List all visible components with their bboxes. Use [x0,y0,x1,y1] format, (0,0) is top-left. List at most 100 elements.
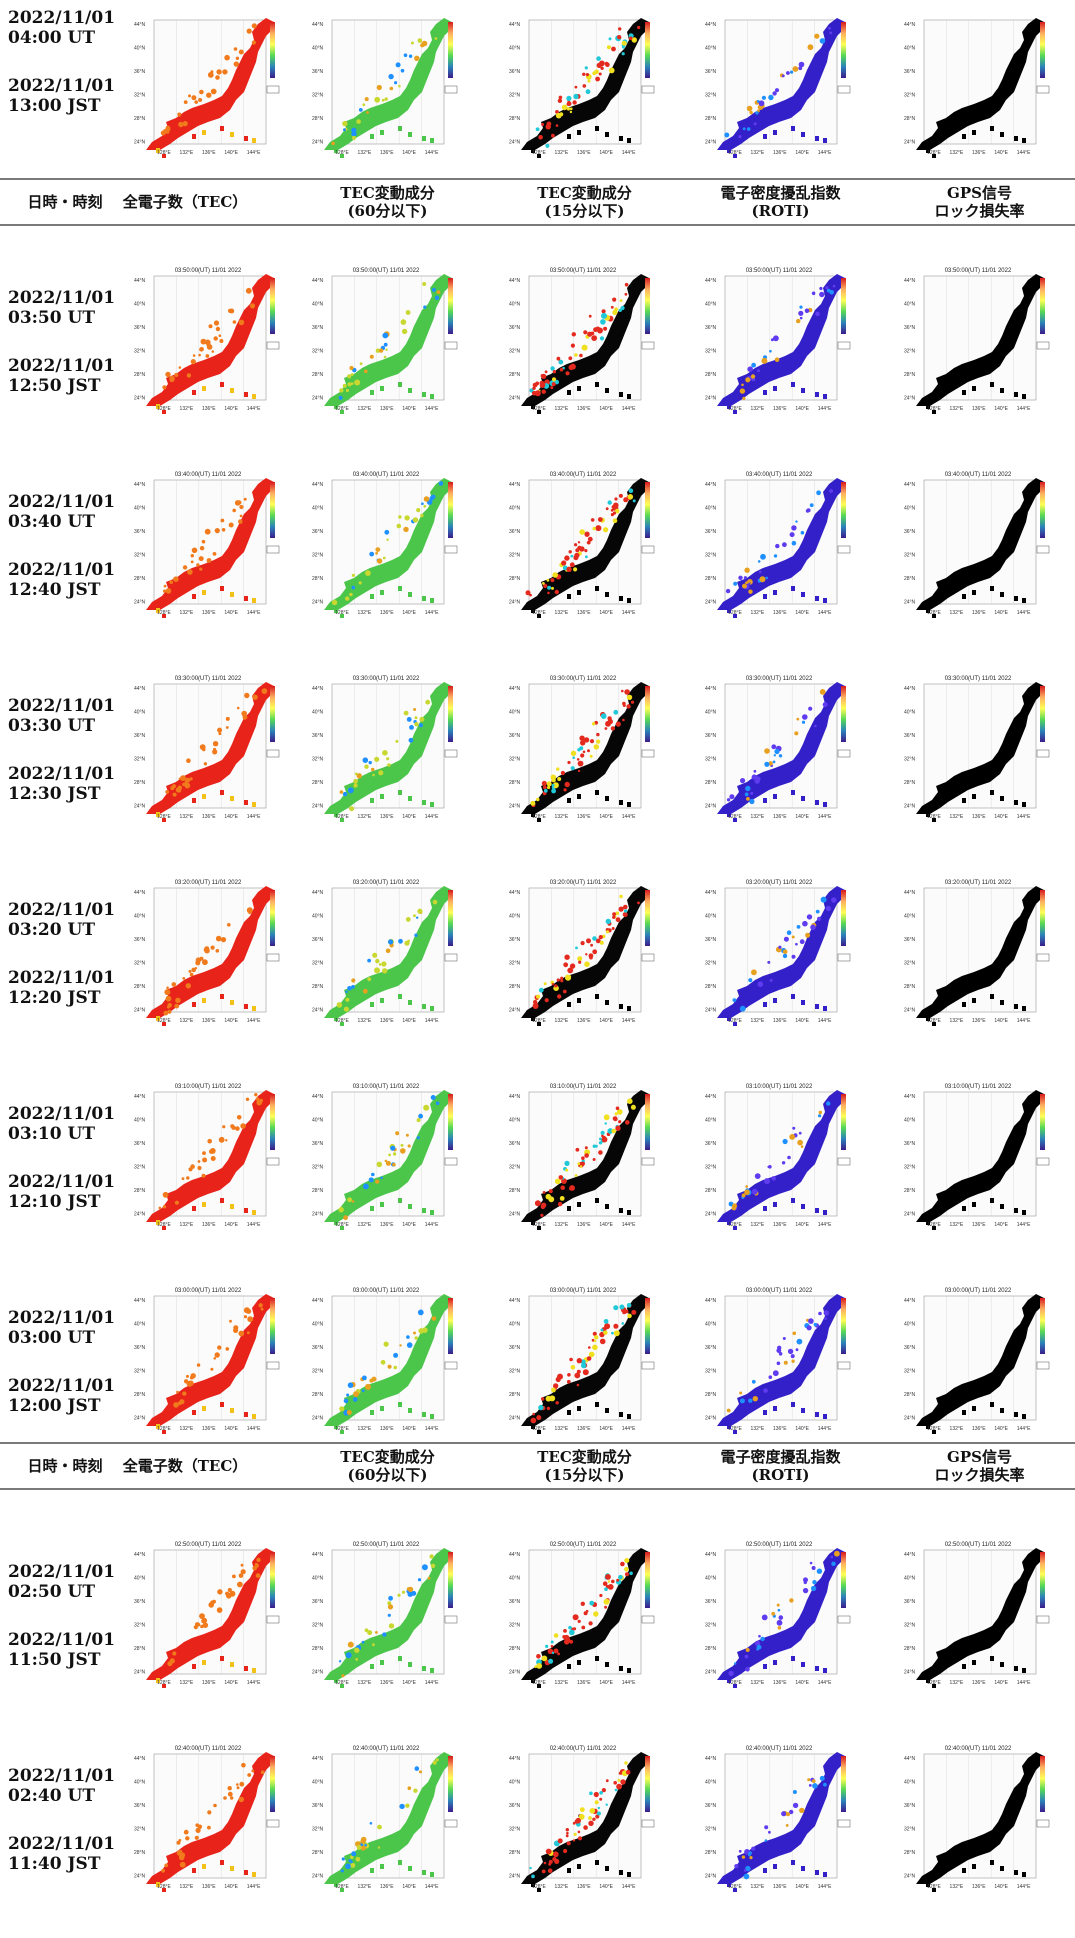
island-marker [733,154,737,158]
lock-map-figure: 02:40:00(UT) 11/01 202244°N40°N36°N32°N2… [904,1746,1050,1892]
jst-date: 2022/11/01 [8,968,116,988]
data-point [563,1848,568,1854]
lat-tick-label: 28°N [134,116,146,122]
island-marker [408,1408,412,1413]
island-marker [244,1208,248,1213]
island-marker [733,410,737,414]
ut-time: 04:00 UT [8,28,95,48]
data-point [626,704,631,709]
island-marker [537,410,541,414]
island-marker [990,586,994,591]
data-point [564,1160,570,1166]
island-marker [156,1882,160,1887]
source-logo-box [641,85,655,94]
data-point [186,373,192,378]
data-point [165,371,171,378]
data-point [622,912,628,917]
island-marker [619,392,623,397]
data-point [187,569,193,575]
island-marker [422,1208,426,1213]
island-marker [727,1220,731,1225]
data-point [745,1667,750,1672]
data-point [397,1593,401,1597]
island-marker [537,1022,541,1026]
island-marker [990,790,994,795]
island-marker [577,1864,581,1869]
data-point [343,1398,349,1404]
source-logo-box [1036,85,1050,94]
data-point [599,1593,603,1598]
data-point [603,1319,609,1324]
data-point [796,318,801,324]
island-marker [430,598,434,603]
lon-tick-label: 132°E [358,150,372,156]
lon-tick-label: 144°E [247,1426,261,1432]
tec-map: 03:20:00(UT) 11/01 2022 44°N 40°N 36°N 32°N 2… [132,876,282,1026]
lat-tick-label: 44°N [705,278,717,284]
lat-tick-label: 40°N [904,1322,916,1328]
data-point [243,497,247,501]
tec60-map: 03:20:00(UT) 11/01 2022 44°N 40°N 36°N 32°N 2… [310,876,460,1026]
data-point [236,1115,242,1120]
island-marker [430,138,434,143]
island-marker [605,1000,609,1005]
lat-tick-label: 36°N [509,1599,521,1605]
tec-map-figure: 03:20:00(UT) 11/01 202244°N40°N36°N32°N2… [134,880,280,1026]
data-point [798,1131,802,1135]
data-point [621,689,624,693]
data-point [778,1352,783,1356]
data-point [558,1175,564,1180]
data-point [789,532,795,538]
island-marker [791,586,795,591]
header-roti: 電子密度擾乱指数 (ROTI) [693,180,868,224]
data-point [565,1168,569,1172]
data-point [192,354,196,357]
data-point [186,1380,193,1387]
data-point [746,127,751,131]
island-marker [567,1868,571,1873]
lon-tick-label: 144°E [622,610,636,616]
lon-tick-label: 140°E [402,150,416,156]
data-point [430,1095,436,1100]
lon-tick-label: 140°E [795,814,809,820]
source-logo-box [266,85,280,94]
tec60-map-figure: 03:00:00(UT) 11/01 202244°N40°N36°N32°N2… [312,1288,458,1434]
data-point [570,343,575,348]
data-point [767,960,771,964]
lat-tick-label: 32°N [134,553,146,559]
data-point [385,1160,391,1166]
lon-tick-label: 144°E [1017,610,1031,616]
lat-tick-label: 44°N [509,1298,521,1304]
lat-tick-label: 44°N [904,278,916,284]
island-marker [990,1198,994,1203]
data-point [605,1779,609,1783]
lon-tick-label: 144°E [1017,1884,1031,1890]
lon-tick-label: 128°E [728,150,742,156]
data-point [185,983,191,989]
lat-tick-label: 36°N [312,1803,324,1809]
lon-tick-label: 132°E [751,1884,765,1890]
lat-tick-label: 32°N [904,553,916,559]
data-point [400,68,405,73]
data-point [592,1817,596,1821]
island-marker [1014,800,1018,805]
data-point [387,1364,392,1369]
data-point [198,353,201,357]
data-point [597,517,603,522]
data-point [347,1641,354,1648]
data-point [603,527,609,533]
source-logo-box [641,341,655,350]
data-point [238,319,245,326]
data-point [620,1561,625,1567]
tec15-map: 02:40:00(UT) 11/01 2022 44°N 40°N 36°N 32°N 2… [507,1742,657,1892]
lon-tick-label: 136°E [380,406,394,412]
island-marker [801,1866,805,1871]
data-point [425,699,431,705]
japan-landmass [324,18,452,150]
data-point [823,1310,829,1316]
data-point [594,1800,599,1805]
data-point [365,1383,371,1390]
lon-tick-label: 128°E [927,406,941,412]
data-point [372,952,378,958]
data-point [254,1562,259,1567]
